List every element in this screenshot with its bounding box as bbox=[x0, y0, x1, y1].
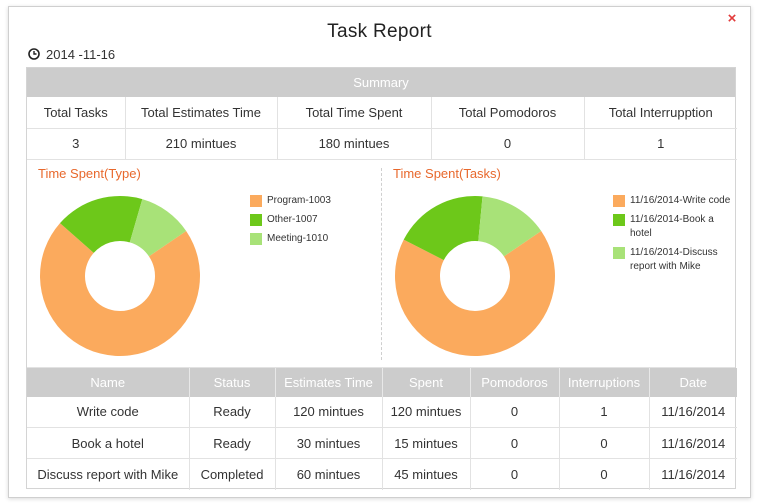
pie-slice-1 bbox=[40, 222, 201, 356]
table-row[interactable]: Book a hotel Ready 30 mintues 15 mintues… bbox=[27, 427, 737, 459]
legend-item: 11/16/2014-Discuss report with Mike bbox=[613, 246, 733, 274]
chart-title: Time Spent(Tasks) bbox=[393, 165, 501, 181]
chart-legend: 11/16/2014-Write code 11/16/2014-Book a h… bbox=[613, 194, 733, 279]
task-status: Ready bbox=[189, 396, 276, 428]
legend-swatch bbox=[250, 232, 262, 245]
dialog-title: Task Report bbox=[327, 21, 432, 42]
pie-slice-2 bbox=[59, 195, 143, 253]
summary-value: 1 bbox=[584, 128, 737, 160]
task-estimate: 120 mintues bbox=[275, 396, 383, 428]
tasks-header-row: Name Status Estimates Time Spent Pomodor… bbox=[27, 367, 737, 397]
legend-item: 11/16/2014-Write code bbox=[613, 194, 733, 208]
task-name: Book a hotel bbox=[27, 427, 190, 459]
chart-legend: Program-1003 Other-1007 Meeting-1010 bbox=[250, 194, 376, 251]
type-chart-panel: Time Spent(Type) Program-1003 Other-1007 M… bbox=[27, 160, 381, 368]
legend-label: 11/16/2014-Discuss report with Mike bbox=[630, 246, 718, 272]
report-date-row: 2014 -11-16 bbox=[28, 45, 115, 63]
summary-value: 210 mintues bbox=[125, 128, 278, 160]
summary-col-header: Total Time Spent bbox=[277, 97, 432, 129]
column-header-interruptions[interactable]: Interruptions bbox=[559, 367, 650, 397]
column-header-pomodoros[interactable]: Pomodoros bbox=[470, 367, 560, 397]
task-date: 11/16/2014 bbox=[661, 466, 726, 482]
table-row[interactable]: Write code Ready 120 mintues 120 mintues… bbox=[27, 396, 737, 428]
pie-slice-3 bbox=[478, 195, 542, 256]
tasks-donut-chart bbox=[395, 195, 555, 356]
column-header-estimates[interactable]: Estimates Time bbox=[275, 367, 383, 397]
task-pomodoros: 0 bbox=[470, 396, 560, 428]
legend-item: Other-1007 bbox=[250, 213, 376, 227]
chart-title: Time Spent(Type) bbox=[38, 165, 141, 181]
type-donut-chart bbox=[40, 195, 201, 356]
summary-header-row: Total Tasks Total Estimates Time Total T… bbox=[27, 97, 737, 129]
legend-swatch bbox=[250, 213, 262, 226]
legend-swatch bbox=[613, 213, 625, 226]
report-body: Summary Total Tasks Total Estimates Time… bbox=[26, 67, 737, 490]
legend-swatch bbox=[613, 194, 625, 207]
task-status: Ready bbox=[189, 427, 276, 459]
summary-header: Summary bbox=[27, 68, 735, 97]
legend-label: 11/16/2014-Book a hotel bbox=[630, 213, 714, 239]
summary-value: 3 bbox=[27, 128, 126, 160]
task-estimate: 60 mintues bbox=[275, 458, 383, 490]
summary-value-row: 3 210 mintues 180 mintues 0 1 bbox=[27, 128, 737, 160]
task-estimate: 30 mintues bbox=[275, 427, 383, 459]
task-spent: 120 mintues bbox=[382, 396, 471, 428]
table-row[interactable]: Discuss report with Mike Completed 60 mi… bbox=[27, 458, 737, 490]
task-interruptions: 0 bbox=[559, 427, 650, 459]
summary-col-header: Total Interrupption bbox=[584, 97, 737, 129]
task-report-dialog: Task Report × 2014 -11-16 Summary Total … bbox=[8, 6, 751, 498]
clock-icon bbox=[28, 48, 40, 60]
summary-col-header: Total Tasks bbox=[27, 97, 126, 129]
task-spent: 15 mintues bbox=[382, 427, 471, 459]
report-date: 2014 -11-16 bbox=[46, 46, 116, 62]
tasks-table: Name Status Estimates Time Spent Pomodor… bbox=[27, 367, 737, 490]
task-date: 11/16/2014 bbox=[649, 396, 737, 428]
close-icon[interactable]: × bbox=[727, 10, 737, 27]
task-name: Write code bbox=[27, 396, 190, 428]
chart-divider bbox=[381, 167, 382, 360]
legend-item: Program-1003 bbox=[250, 194, 376, 208]
summary-col-header: Total Estimates Time bbox=[125, 97, 278, 129]
summary-value: 180 mintues bbox=[277, 128, 432, 160]
task-name: Discuss report with Mike bbox=[27, 458, 190, 490]
task-interruptions: 1 bbox=[559, 396, 650, 428]
summary-col-header: Total Pomodoros bbox=[431, 97, 585, 129]
summary-value: 0 bbox=[431, 128, 585, 160]
column-header-date[interactable]: Date bbox=[649, 367, 737, 397]
column-header-name[interactable]: Name bbox=[27, 367, 190, 397]
legend-label: Meeting-1010 bbox=[267, 232, 329, 244]
task-spent: 45 mintues bbox=[382, 458, 471, 490]
tasks-chart-panel: Time Spent(Tasks) 11/16/2014-Write code 1… bbox=[382, 160, 736, 368]
task-pomodoros: 0 bbox=[470, 458, 560, 490]
task-date: 11/16/2014 bbox=[649, 427, 737, 459]
pie-slice-1 bbox=[395, 230, 555, 356]
pie-slice-2 bbox=[403, 195, 483, 260]
legend-label: Other-1007 bbox=[267, 213, 318, 225]
legend-swatch bbox=[613, 246, 625, 259]
pie-slice-3 bbox=[129, 198, 187, 256]
column-header-spent[interactable]: Spent bbox=[382, 367, 471, 397]
legend-label: 11/16/2014-Write code bbox=[630, 194, 731, 206]
legend-swatch bbox=[250, 194, 262, 207]
summary-table: Total Tasks Total Estimates Time Total T… bbox=[27, 97, 737, 160]
column-header-status[interactable]: Status bbox=[189, 367, 276, 397]
legend-label: Program-1003 bbox=[267, 194, 331, 206]
task-pomodoros: 0 bbox=[470, 427, 560, 459]
legend-item: 11/16/2014-Book a hotel bbox=[613, 213, 733, 241]
task-status: Completed bbox=[189, 458, 276, 490]
legend-item: Meeting-1010 bbox=[250, 232, 376, 246]
task-interruptions: 0 bbox=[559, 458, 650, 490]
charts-section: Time Spent(Type) Program-1003 Other-1007 M… bbox=[27, 160, 735, 368]
